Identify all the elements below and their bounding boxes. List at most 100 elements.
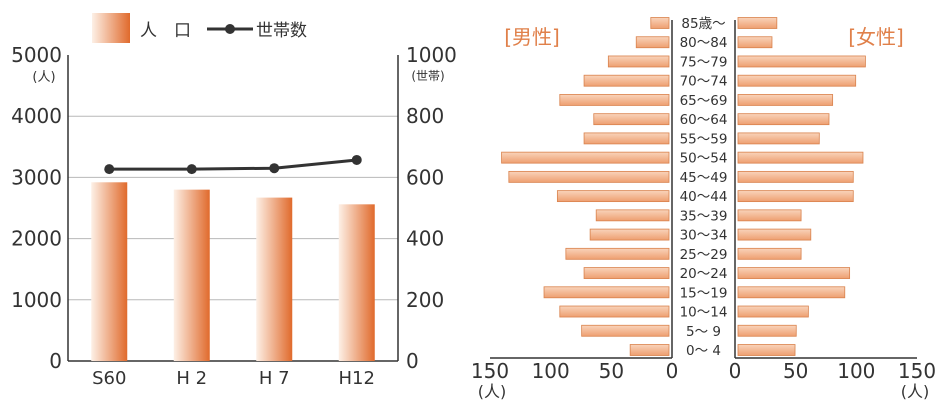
- age-group-label: 50～54: [680, 151, 728, 167]
- female-bar: [737, 324, 797, 337]
- legend-line-label: 世帯数: [256, 21, 307, 41]
- female-bar: [737, 247, 802, 260]
- left-axis-ticks: 0 1000 2000 3000 4000 5000: [11, 43, 62, 373]
- male-x-tick: 100: [532, 359, 570, 383]
- male-bar: [559, 305, 670, 318]
- male-bar: [595, 209, 670, 222]
- male-bar: [593, 113, 670, 126]
- right-tick-label: 1000: [406, 43, 457, 67]
- female-x-unit: (人): [901, 382, 930, 401]
- female-x-tick: 0: [729, 359, 742, 383]
- male-bar: [583, 267, 670, 279]
- category-label: H 2: [176, 368, 207, 389]
- age-group-label: 60～64: [680, 112, 728, 128]
- age-group-label: 75～79: [680, 54, 728, 70]
- female-label: [女性]: [848, 25, 904, 49]
- category-label: S60: [92, 368, 126, 389]
- legend-bar-label: 人 口: [140, 21, 191, 41]
- category-labels: S60 H 2 H 7 H12: [92, 368, 375, 389]
- left-tick-label: 2000: [11, 227, 62, 251]
- right-tick-label: 0: [406, 349, 419, 373]
- male-bar: [581, 324, 670, 337]
- female-bar: [737, 286, 846, 299]
- age-group-label: 35～39: [680, 208, 728, 224]
- male-x-tick: 50: [599, 359, 624, 383]
- category-label: H12: [339, 368, 375, 389]
- female-bar: [737, 305, 809, 318]
- pyramid-bars: [501, 17, 866, 356]
- age-group-label: 25～29: [680, 247, 728, 263]
- male-bar: [583, 132, 670, 145]
- male-bar: [565, 247, 670, 260]
- age-group-label: 70～74: [680, 74, 728, 90]
- female-bar: [737, 151, 864, 164]
- female-bar: [737, 267, 851, 279]
- male-bar: [501, 151, 670, 164]
- female-bar: [737, 55, 866, 68]
- female-bar: [737, 132, 820, 145]
- age-group-label: 80～84: [680, 35, 728, 51]
- left-axis-unit: (人): [32, 70, 55, 85]
- male-bar: [559, 94, 670, 106]
- population-bar: [256, 197, 293, 361]
- age-group-labels: 0～ 4 5～ 9 10～14 15～19 20～24 25～29 30～34 35～39 40…: [680, 16, 728, 359]
- age-group-label: 85歳～: [681, 16, 725, 32]
- male-bar: [556, 190, 670, 203]
- male-x-unit: (人): [478, 382, 507, 401]
- population-bar: [91, 182, 128, 361]
- male-bar: [650, 17, 670, 29]
- female-x-tick: 50: [783, 359, 808, 383]
- female-bar: [737, 228, 812, 241]
- female-bar: [737, 94, 834, 106]
- households-point: [104, 164, 115, 175]
- male-bar: [508, 170, 670, 183]
- female-bar: [737, 190, 854, 203]
- female-bar: [737, 344, 796, 356]
- population-bar: [338, 204, 375, 361]
- age-group-label: 30～34: [680, 228, 728, 244]
- right-tick-label: 200: [406, 288, 444, 312]
- population-pyramid: [男性] [女性] 0～ 4 5～ 9 10～14 15～19 20～24 25～29 30…: [471, 16, 936, 401]
- male-bar: [607, 55, 670, 68]
- female-bar: [737, 74, 857, 87]
- households-polyline: [109, 158, 357, 171]
- right-axis-unit: (世帯): [411, 69, 444, 83]
- female-bar: [737, 17, 778, 29]
- age-group-label: 40～44: [680, 189, 728, 205]
- right-tick-label: 800: [406, 104, 444, 128]
- right-tick-label: 600: [406, 165, 444, 189]
- legend-bar-swatch: [92, 13, 130, 43]
- female-bar: [737, 209, 802, 222]
- legend: 人 口 世帯数: [92, 13, 307, 43]
- legend-line-marker: [225, 24, 235, 34]
- male-bar: [635, 36, 670, 49]
- female-bar: [737, 36, 773, 49]
- male-x-tick: 150: [471, 359, 509, 383]
- male-label: [男性]: [504, 25, 560, 49]
- female-x-tick: 100: [837, 359, 875, 383]
- left-tick-label: 0: [49, 349, 62, 373]
- female-x-tick: 150: [898, 359, 936, 383]
- age-group-label: 55～59: [680, 131, 728, 147]
- left-tick-label: 4000: [11, 104, 62, 128]
- population-bars: [91, 182, 375, 361]
- category-label: H 7: [259, 368, 290, 389]
- male-x-tick: 0: [666, 359, 679, 383]
- age-group-label: 15～19: [680, 285, 728, 301]
- male-bar: [543, 286, 670, 299]
- age-group-label: 0～ 4: [686, 343, 721, 359]
- male-bar: [629, 344, 670, 356]
- male-bar: [589, 228, 670, 241]
- pyramid-x-ticks: 150 150 100 100 50 50 0 0: [471, 359, 936, 383]
- age-group-label: 5～ 9: [686, 324, 721, 340]
- female-bar: [737, 170, 854, 183]
- left-tick-label: 3000: [11, 165, 62, 189]
- age-group-label: 10～14: [680, 305, 728, 321]
- right-tick-label: 400: [406, 227, 444, 251]
- households-point: [269, 163, 280, 174]
- left-tick-label: 5000: [11, 43, 62, 67]
- male-bar: [583, 74, 670, 87]
- households-point: [186, 164, 197, 175]
- age-group-label: 65～69: [680, 93, 728, 109]
